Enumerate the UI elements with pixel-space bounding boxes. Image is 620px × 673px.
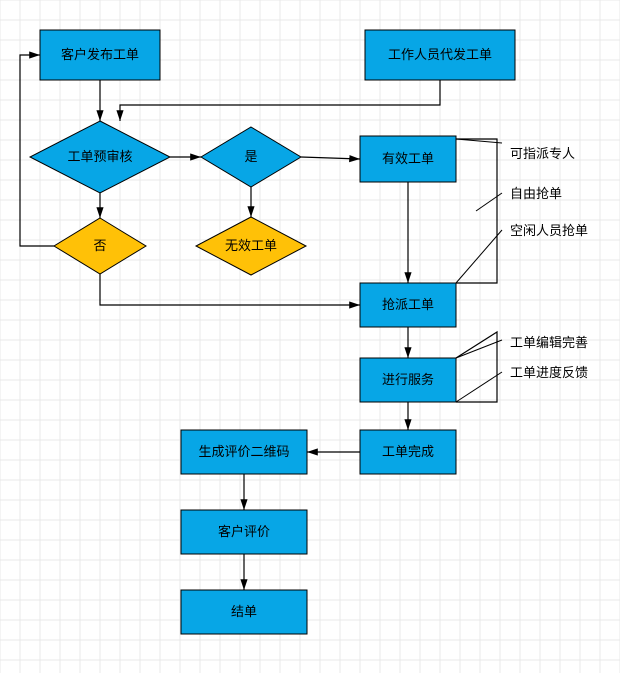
node-d_yes [201, 127, 301, 187]
flowchart-canvas: 客户发布工单工作人员代发工单工单预审核是有效工单否无效工单抢派工单进行服务工单完… [0, 0, 620, 673]
node-n1 [40, 30, 160, 80]
node-n_close [181, 590, 307, 634]
annotation-3: 工单编辑完善 [510, 332, 588, 351]
edge [301, 157, 360, 159]
node-d_no [54, 218, 146, 274]
callout-line [456, 340, 502, 358]
annotation-4: 工单进度反馈 [510, 362, 588, 381]
node-n_service [360, 358, 456, 402]
annotation-1: 自由抢单 [510, 183, 562, 202]
node-n_qr [181, 430, 307, 474]
node-n2 [365, 30, 515, 80]
annotation-0: 可指派专人 [510, 143, 575, 162]
node-n_dispatch [360, 283, 456, 327]
node-d_pre [30, 121, 170, 193]
nodes [30, 30, 515, 634]
callout-line [456, 230, 502, 283]
node-n_done [360, 430, 456, 474]
edge [456, 332, 497, 402]
node-n_valid [360, 136, 456, 182]
node-d_invalid [196, 217, 306, 275]
annotation-2: 空闲人员抢单 [510, 220, 588, 239]
node-n_review [181, 510, 307, 554]
callout-line [456, 372, 502, 402]
